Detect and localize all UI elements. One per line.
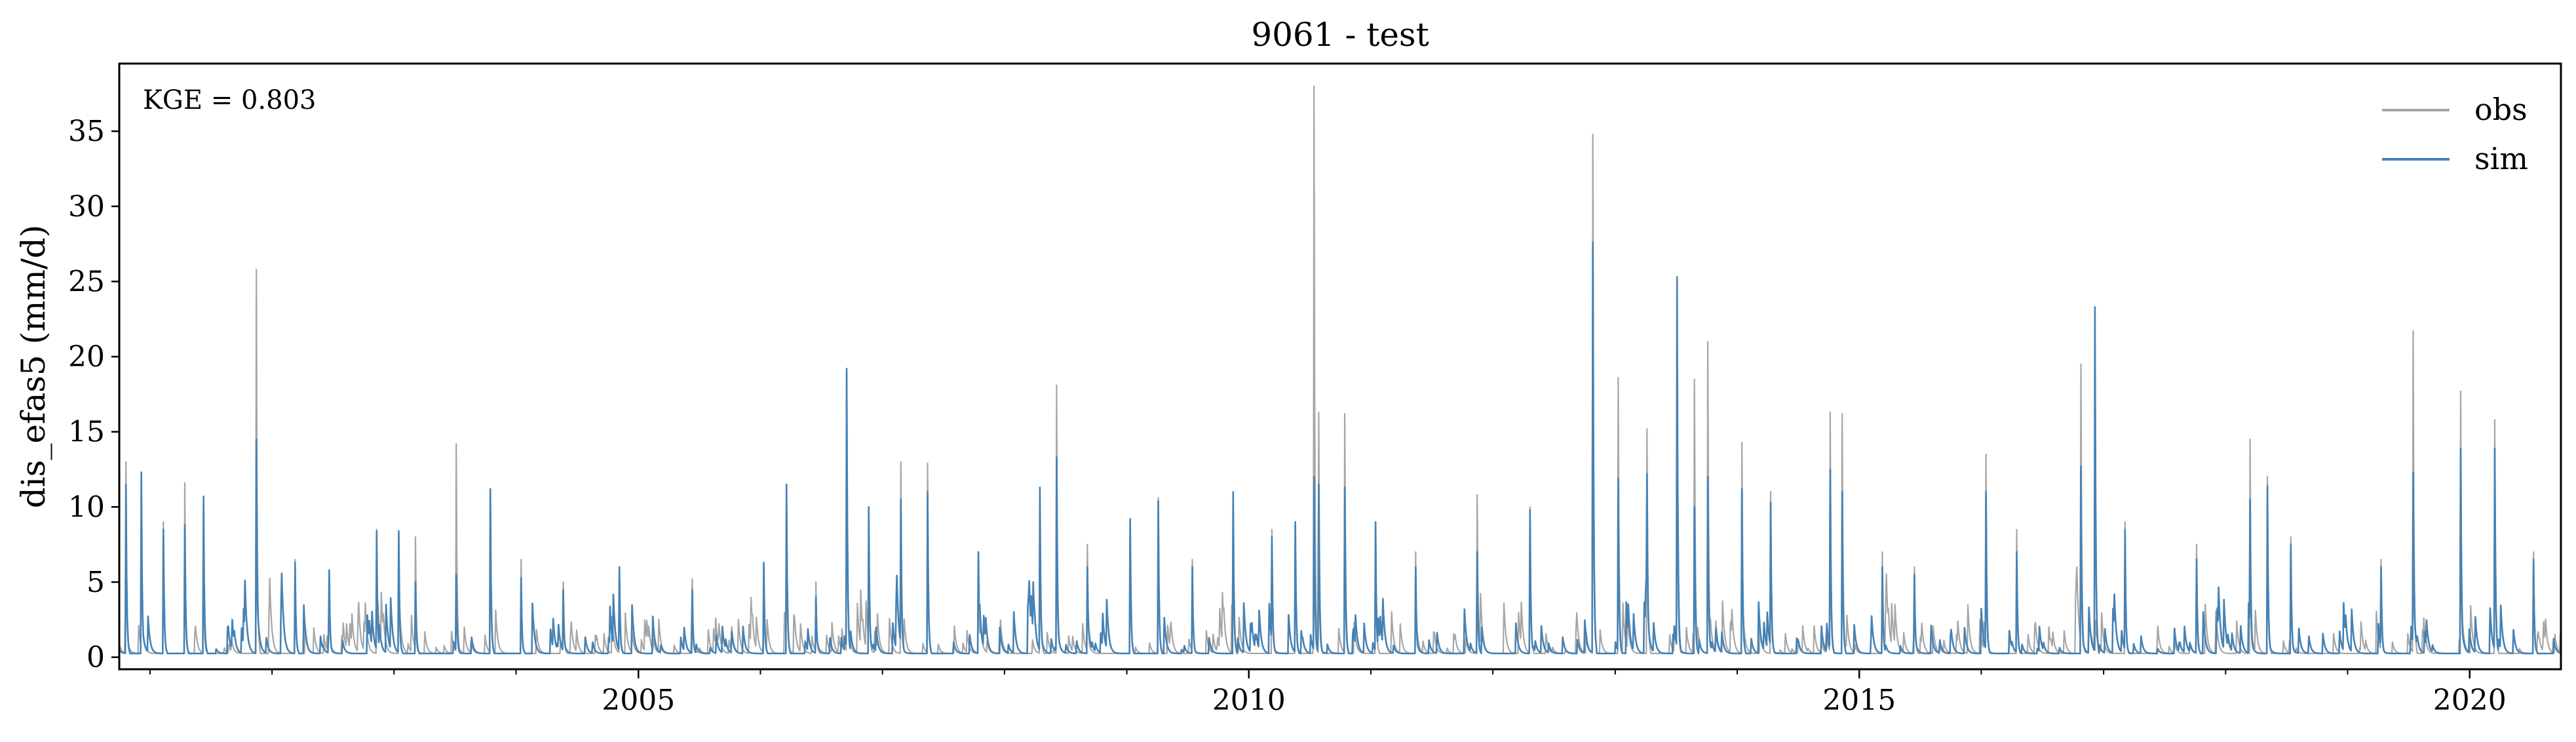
y-tick-label: 20	[68, 340, 105, 374]
y-tick-label: 35	[68, 115, 105, 148]
x-tick-label: 2020	[2433, 684, 2507, 717]
y-tick-label: 5	[87, 566, 105, 599]
series-layer	[119, 85, 2561, 655]
x-tick-label: 2010	[1212, 684, 1286, 717]
y-tick-label: 25	[68, 265, 105, 298]
axes-layer: 0 5 10 15 20 25 30 35 2005 2010 2015 2020	[68, 115, 2507, 717]
kge-annotation: KGE = 0.803	[143, 85, 317, 115]
legend: obs sim	[2382, 92, 2528, 176]
x-tick-label: 2005	[602, 684, 675, 717]
legend-label-obs: obs	[2474, 92, 2528, 127]
series-line-sim	[119, 241, 2561, 655]
y-tick-label: 10	[68, 490, 105, 524]
chart-title: 9061 - test	[1251, 16, 1429, 54]
plot-area-frame	[118, 62, 2562, 671]
y-tick-label: 15	[68, 416, 105, 449]
x-tick-label: 2015	[1822, 684, 1896, 717]
y-axis-label: dis_efas5 (mm/d)	[14, 225, 52, 509]
legend-label-sim: sim	[2474, 141, 2528, 176]
y-tick-label: 0	[87, 641, 105, 674]
y-tick-label: 30	[68, 190, 105, 224]
